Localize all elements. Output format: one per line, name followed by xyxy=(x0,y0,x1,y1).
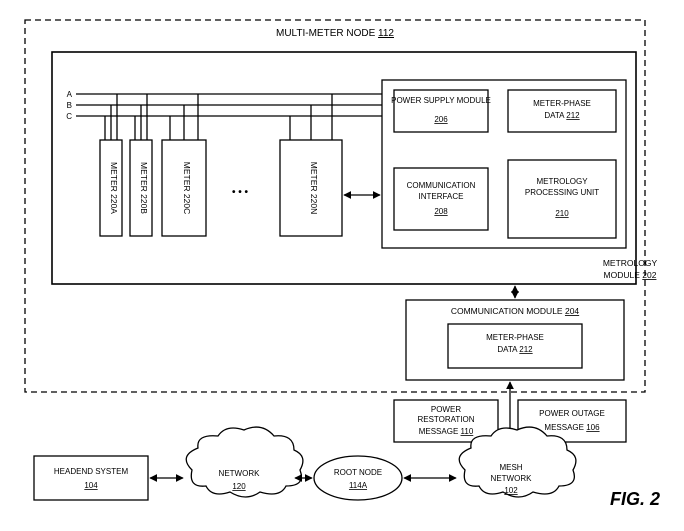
comm-interface-ref: 208 xyxy=(434,207,448,216)
svg-text:DATA 212: DATA 212 xyxy=(544,111,580,120)
power-supply-title: POWER SUPPLY MODULE xyxy=(391,96,491,105)
meter-phase-data-title: METER-PHASE xyxy=(533,99,591,108)
metrology-module-title: METROLOGY xyxy=(603,258,658,268)
svg-text:METER-PHASE: METER-PHASE xyxy=(486,333,544,342)
svg-text:RESTORATION: RESTORATION xyxy=(417,415,474,424)
svg-text:MODULE 202: MODULE 202 xyxy=(604,270,657,280)
dots: • • • xyxy=(232,187,249,198)
svg-text:ROOT NODE: ROOT NODE xyxy=(334,468,382,477)
svg-text:METROLOGY: METROLOGY xyxy=(536,177,588,186)
svg-text:MESSAGE 106: MESSAGE 106 xyxy=(544,423,600,432)
svg-text:NETWORK: NETWORK xyxy=(491,474,533,483)
svg-text:104: 104 xyxy=(84,481,98,490)
svg-text:COMMUNICATION: COMMUNICATION xyxy=(407,181,476,190)
metrology-unit-box xyxy=(508,160,616,238)
svg-text:POWER OUTAGE: POWER OUTAGE xyxy=(539,409,605,418)
svg-text:INTERFACE: INTERFACE xyxy=(419,192,464,201)
phase-b-label: B xyxy=(67,101,72,110)
headend-box xyxy=(34,456,148,500)
svg-text:DATA 212: DATA 212 xyxy=(497,345,533,354)
phase-c-label: C xyxy=(66,112,72,121)
power-supply-ref: 206 xyxy=(434,115,448,124)
comm-module-title: COMMUNICATION MODULE 204 xyxy=(451,306,580,316)
svg-text:PROCESSING UNIT: PROCESSING UNIT xyxy=(525,188,599,197)
meter-220c-label: METER 220C xyxy=(182,162,192,214)
svg-text:114A: 114A xyxy=(349,481,368,490)
meter-220b-label: METER 220B xyxy=(139,162,149,214)
root-node-ellipse xyxy=(314,456,402,500)
svg-text:POWER: POWER xyxy=(431,405,461,414)
svg-text:MESH: MESH xyxy=(499,463,522,472)
metrology-unit-ref: 210 xyxy=(555,209,569,218)
meter-220a-label: METER 220A xyxy=(109,162,119,214)
svg-text:HEADEND SYSTEM: HEADEND SYSTEM xyxy=(54,467,129,476)
diagram-svg: MULTI-METER NODE 112 A B C METER 220A ME… xyxy=(0,0,684,531)
multi-meter-node-title: MULTI-METER NODE 112 xyxy=(276,28,394,39)
svg-text:102: 102 xyxy=(504,486,518,495)
svg-text:120: 120 xyxy=(232,482,246,491)
meter-220n-label: METER 220N xyxy=(309,162,319,214)
svg-text:MESSAGE 110: MESSAGE 110 xyxy=(419,427,474,436)
figure-label: FIG. 2 xyxy=(610,489,660,509)
phase-a-label: A xyxy=(67,90,73,99)
svg-text:NETWORK: NETWORK xyxy=(219,469,261,478)
